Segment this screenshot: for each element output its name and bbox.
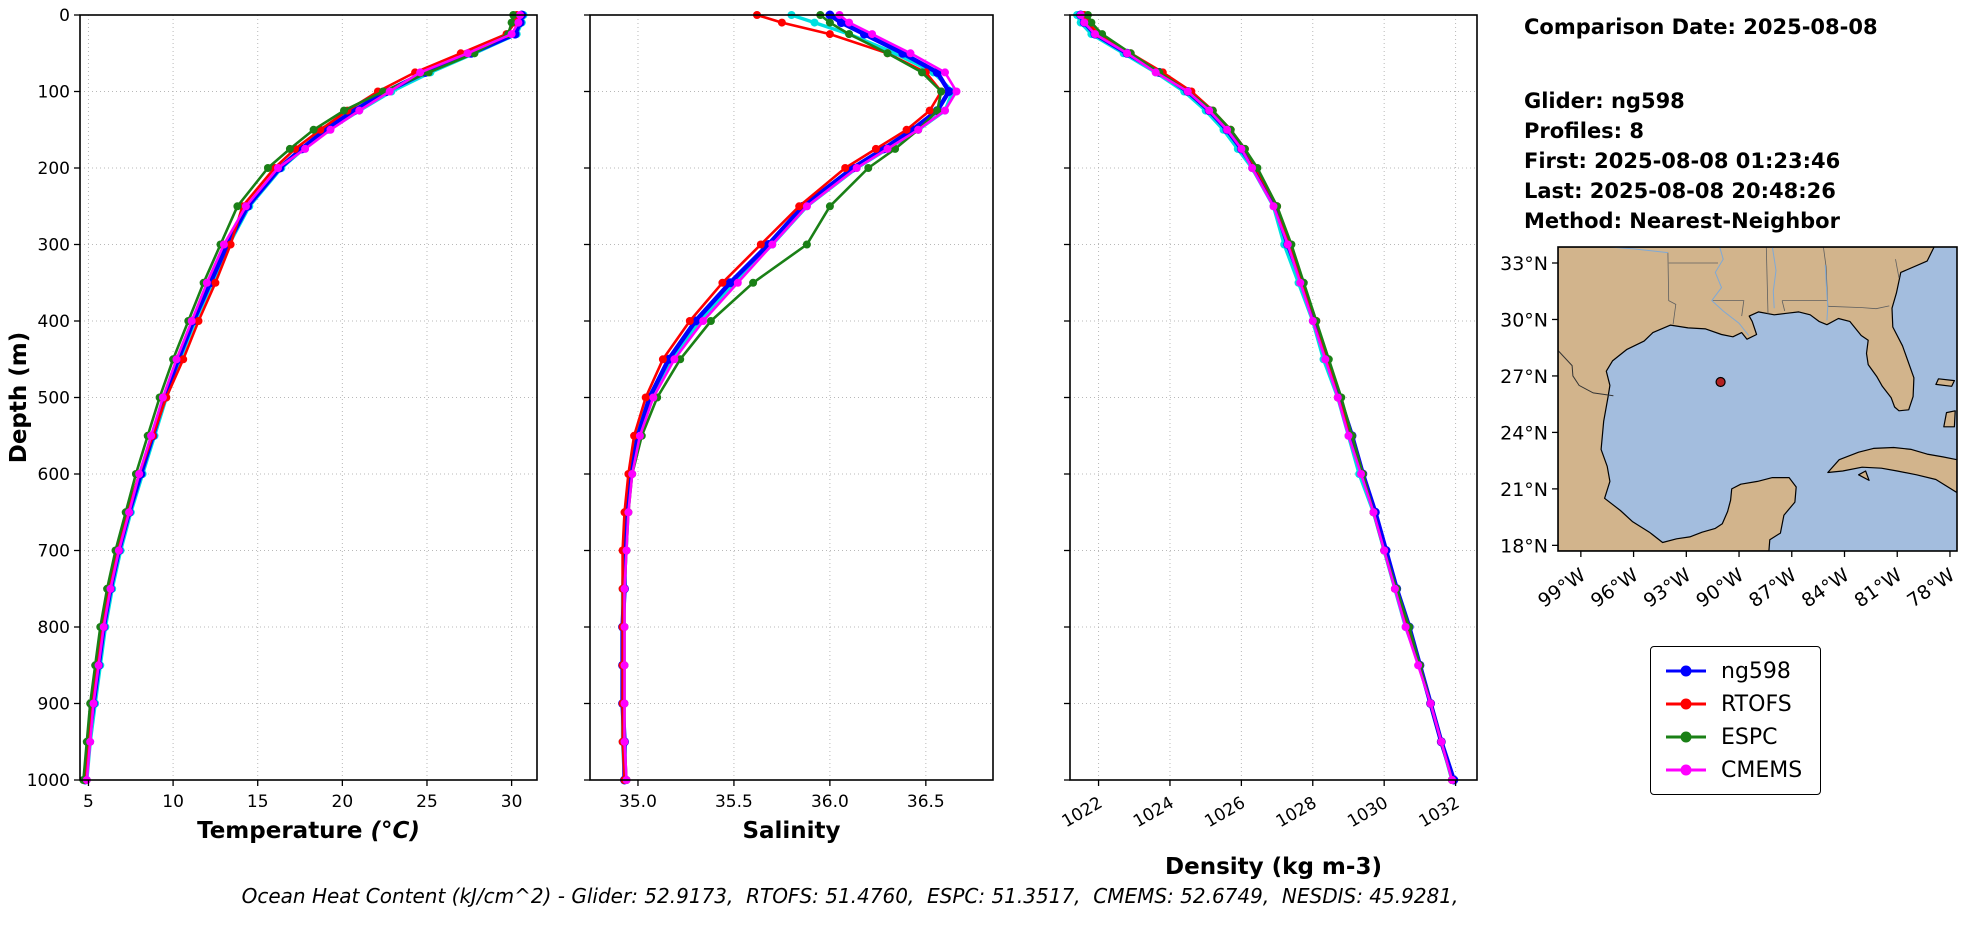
method-label: Method: Nearest-Neighbor bbox=[1524, 209, 1840, 233]
svg-text:300: 300 bbox=[38, 236, 70, 256]
legend-item-ng598: ng598 bbox=[1663, 655, 1802, 687]
legend-label: CMEMS bbox=[1721, 757, 1803, 783]
first-profile-time: First: 2025-08-08 01:23:46 bbox=[1524, 149, 1841, 173]
svg-text:35.5: 35.5 bbox=[715, 792, 753, 812]
svg-text:90°W: 90°W bbox=[1692, 564, 1748, 612]
legend-label: ESPC bbox=[1721, 724, 1778, 750]
series-ESPC bbox=[79, 11, 518, 784]
svg-text:99°W: 99°W bbox=[1534, 564, 1590, 612]
svg-text:35.0: 35.0 bbox=[619, 792, 657, 812]
series-RTOFS bbox=[1080, 11, 1456, 784]
profiles-count: Profiles: 8 bbox=[1524, 119, 1645, 143]
legend-item-RTOFS: RTOFS bbox=[1663, 688, 1802, 720]
svg-text:24°N: 24°N bbox=[1500, 422, 1548, 444]
glider-name: Glider: ng598 bbox=[1524, 89, 1685, 113]
svg-text:10: 10 bbox=[162, 792, 184, 812]
svg-text:20: 20 bbox=[332, 792, 354, 812]
svg-text:1022: 1022 bbox=[1059, 793, 1106, 832]
svg-text:700: 700 bbox=[38, 542, 70, 562]
legend-label: ng598 bbox=[1721, 658, 1791, 684]
svg-text:1032: 1032 bbox=[1416, 793, 1463, 832]
svg-text:18°N: 18°N bbox=[1500, 535, 1548, 557]
svg-text:1024: 1024 bbox=[1130, 793, 1177, 832]
legend-marker-icon bbox=[1666, 665, 1706, 677]
comparison-date: Comparison Date: 2025-08-08 bbox=[1524, 15, 1878, 39]
legend-item-CMEMS: CMEMS bbox=[1663, 754, 1802, 786]
ylabel-depth: Depth (m) bbox=[6, 332, 32, 464]
svg-text:400: 400 bbox=[38, 312, 70, 332]
grid-temperature bbox=[80, 14, 537, 781]
y-axis-density bbox=[1064, 14, 1070, 781]
svg-text:25: 25 bbox=[416, 792, 438, 812]
svg-text:1000: 1000 bbox=[27, 771, 70, 791]
svg-text:27°N: 27°N bbox=[1500, 366, 1548, 388]
svg-text:900: 900 bbox=[38, 695, 70, 715]
svg-text:36.0: 36.0 bbox=[811, 792, 849, 812]
profile-charts-canvas: 5 10 15 20 25 3001002003004005006007008009001… bbox=[6, 6, 1478, 880]
svg-text:1028: 1028 bbox=[1273, 793, 1320, 832]
xlabel-density: Density (kg m-3) bbox=[1165, 854, 1382, 880]
series-CMEMS bbox=[1076, 11, 1456, 784]
svg-text:1026: 1026 bbox=[1201, 793, 1248, 832]
info-panel: Comparison Date: 2025-08-08 Glider: ng59… bbox=[1524, 12, 1878, 236]
x-axis-salinity: 35.0 35.5 36.0 36.5 bbox=[619, 780, 945, 812]
x-axis-density: 1022 1024 1026 1028 1030 1032 bbox=[1059, 780, 1463, 832]
svg-text:100: 100 bbox=[38, 83, 70, 103]
series-ng598 bbox=[1076, 10, 1459, 785]
svg-text:1030: 1030 bbox=[1344, 793, 1391, 832]
legend-marker-icon bbox=[1666, 731, 1706, 743]
series-ESPC bbox=[1083, 11, 1456, 784]
svg-text:93°W: 93°W bbox=[1640, 564, 1696, 612]
legend-label: RTOFS bbox=[1721, 691, 1792, 717]
legend-marker-icon bbox=[1666, 764, 1706, 776]
glider-position-marker bbox=[1715, 376, 1726, 388]
svg-text:600: 600 bbox=[38, 465, 70, 485]
svg-text:5: 5 bbox=[83, 792, 94, 812]
legend-item-ESPC: ESPC bbox=[1663, 721, 1802, 753]
y-axis-salinity bbox=[584, 14, 590, 781]
series-ng598 bbox=[80, 10, 527, 785]
svg-text:30: 30 bbox=[501, 792, 523, 812]
svg-text:96°W: 96°W bbox=[1587, 564, 1643, 612]
map-geography bbox=[1558, 247, 1957, 551]
svg-text:87°W: 87°W bbox=[1745, 564, 1801, 612]
series-ng598 bbox=[618, 10, 954, 785]
svg-text:78°W: 78°W bbox=[1903, 564, 1959, 612]
svg-text:800: 800 bbox=[38, 618, 70, 638]
svg-text:21°N: 21°N bbox=[1500, 479, 1548, 501]
svg-text:30°N: 30°N bbox=[1500, 309, 1548, 331]
series-CMEMS bbox=[620, 11, 961, 784]
svg-text:0: 0 bbox=[59, 6, 70, 26]
svg-text:81°W: 81°W bbox=[1851, 564, 1907, 612]
xlabel-salinity: Salinity bbox=[742, 818, 840, 844]
svg-text:84°W: 84°W bbox=[1798, 564, 1854, 612]
svg-text:15: 15 bbox=[247, 792, 269, 812]
x-axis-temperature: 5 10 15 20 25 30 bbox=[83, 780, 522, 812]
inset-map: 33°N 30°N 27°N 24°N 21°N 18°N 99°W96°W93°W90°W… bbox=[1500, 246, 1959, 612]
xlabel-temperature: Temperature (°C) bbox=[197, 818, 420, 844]
ocean-heat-content-text: Ocean Heat Content (kJ/cm^2) - Glider: 5… bbox=[241, 884, 1459, 908]
legend-marker-icon bbox=[1666, 698, 1706, 710]
last-profile-time: Last: 2025-08-08 20:48:26 bbox=[1524, 179, 1836, 203]
profile-chart-density: 1022 1024 1026 1028 1030 1032 Density (kg m-3) bbox=[1059, 10, 1478, 880]
y-axis-temperature: 0 100 200 300 400 500 600 700 800 900 1000 bbox=[27, 6, 80, 791]
profile-chart-salinity: 35.0 35.5 36.0 36.5 Salinity bbox=[584, 10, 994, 844]
svg-text:36.5: 36.5 bbox=[907, 792, 945, 812]
svg-text:33°N: 33°N bbox=[1500, 253, 1548, 275]
legend: ng598 RTOFS ESPC CMEMS bbox=[1650, 646, 1822, 795]
profile-chart-temperature: 5 10 15 20 25 3001002003004005006007008009001… bbox=[27, 6, 538, 844]
svg-text:200: 200 bbox=[38, 159, 70, 179]
svg-text:500: 500 bbox=[38, 389, 70, 409]
series-RTOFS bbox=[618, 11, 946, 784]
